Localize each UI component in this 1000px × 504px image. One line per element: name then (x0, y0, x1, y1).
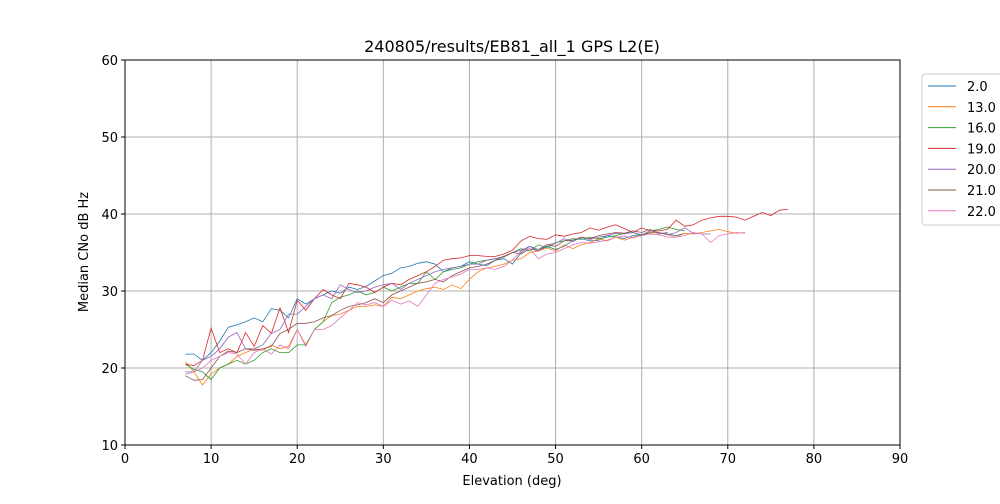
series-line-20.0 (185, 227, 711, 373)
x-tick-label: 90 (892, 452, 909, 467)
y-tick-label: 40 (101, 208, 118, 223)
x-tick-label: 0 (121, 452, 129, 467)
y-tick-label: 50 (101, 131, 118, 146)
x-tick-label: 30 (375, 452, 392, 467)
x-tick-label: 70 (720, 452, 737, 467)
x-tick-label: 20 (289, 452, 306, 467)
y-tick-label: 60 (101, 54, 118, 69)
legend-label: 21.0 (967, 184, 996, 199)
legend: 2.0 13.0 16.0 19.0 20.0 21.0 22.0 (921, 73, 1000, 226)
y-tick-label: 10 (101, 439, 118, 454)
x-axis-label: Elevation (deg) (462, 474, 561, 489)
x-tick-label: 60 (633, 452, 650, 467)
series-line-19.0 (185, 209, 789, 367)
legend-label: 20.0 (967, 163, 996, 178)
series-line-21.0 (185, 228, 668, 381)
x-tick-label: 10 (203, 452, 220, 467)
series-line-2.0 (185, 232, 685, 361)
x-tick-label: 40 (461, 452, 478, 467)
legend-label: 19.0 (967, 142, 996, 157)
series-line-22.0 (185, 232, 746, 375)
x-tick-label: 80 (806, 452, 823, 467)
y-tick-label: 30 (101, 285, 118, 300)
y-axis-label: Median CNo dB Hz (77, 192, 92, 312)
series-lines (184, 209, 789, 386)
chart-title: 240805/results/EB81_all_1 GPS L2(E) (364, 37, 660, 57)
series-line-16.0 (185, 226, 685, 381)
series-line-13.0 (184, 228, 746, 386)
plot-frame (124, 59, 901, 446)
legend-label: 13.0 (967, 101, 996, 116)
legend-label: 2.0 (967, 80, 988, 95)
legend-box (921, 73, 1000, 226)
y-tick-label: 20 (101, 362, 118, 377)
legend-label: 16.0 (967, 122, 996, 137)
legend-label: 22.0 (967, 205, 996, 220)
x-tick-label: 50 (547, 452, 564, 467)
